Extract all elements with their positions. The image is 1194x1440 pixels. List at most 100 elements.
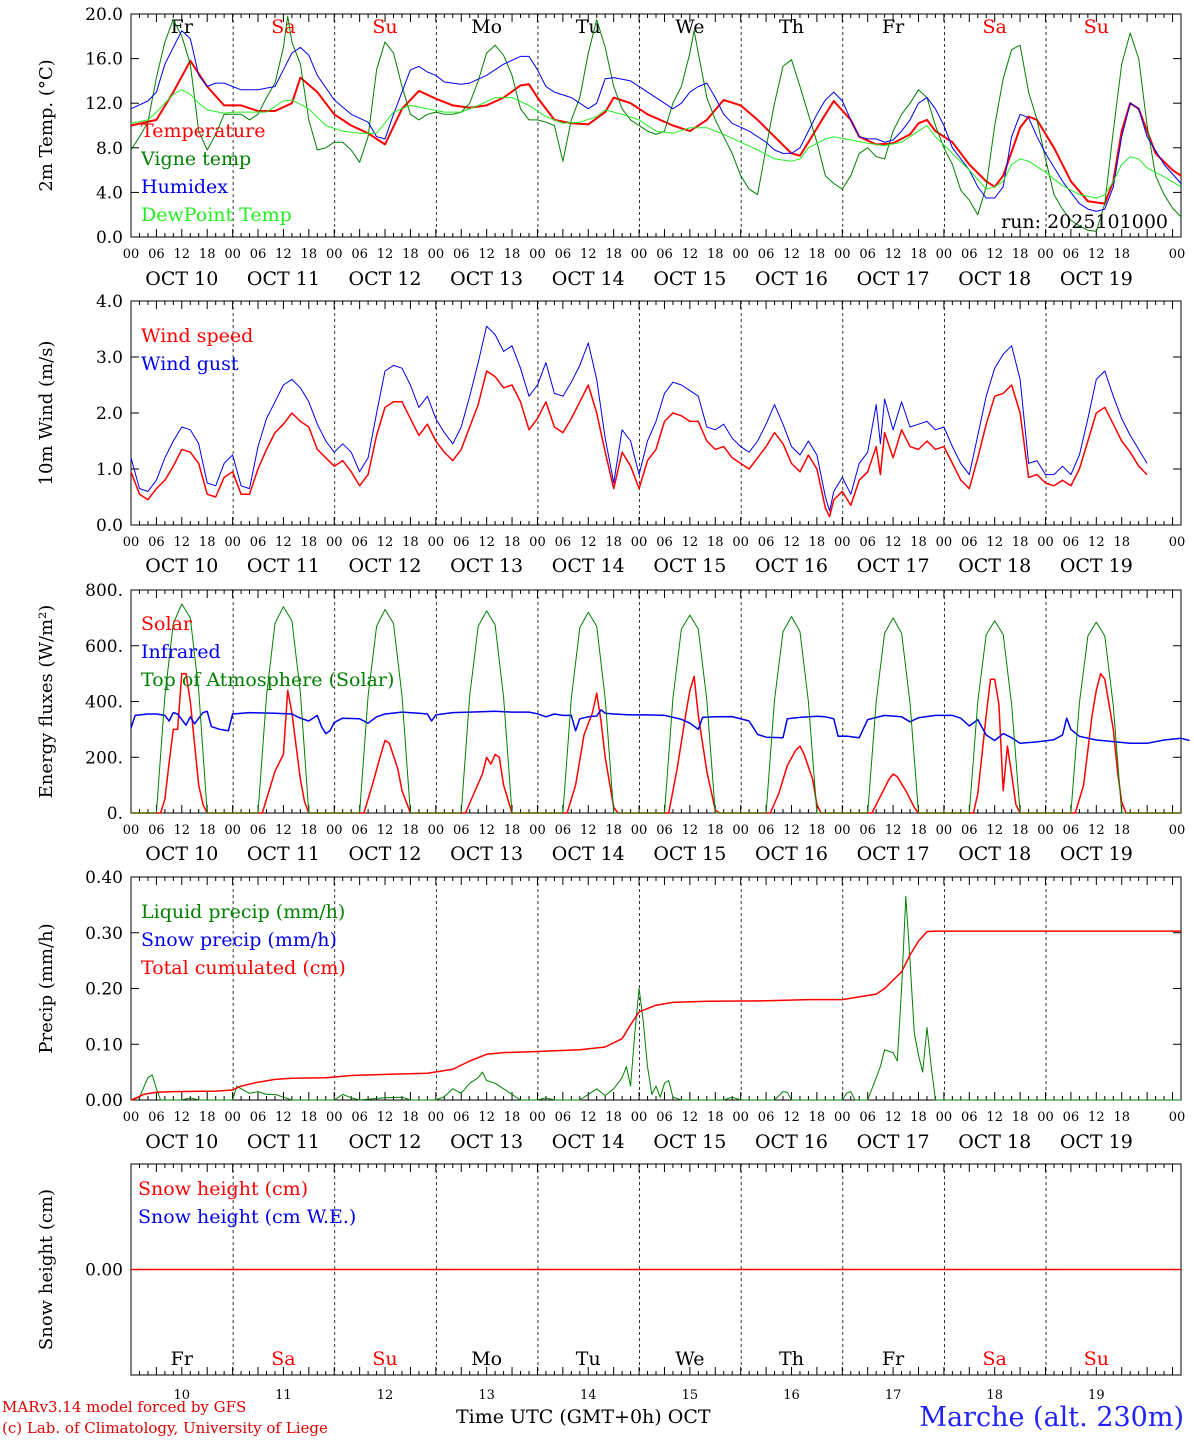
hour-label: 00: [834, 823, 851, 838]
day-number-label: 11: [275, 1388, 292, 1403]
hour-label: 06: [555, 1110, 572, 1125]
hour-label: 00: [326, 247, 343, 262]
hour-label: 06: [656, 823, 673, 838]
hour-label: 12: [682, 823, 699, 838]
hour-label: 06: [351, 247, 368, 262]
day-number-label: 18: [986, 1388, 1003, 1403]
date-label: OCT 10: [145, 555, 218, 577]
hour-label: 18: [402, 1110, 419, 1125]
hour-label: 18: [199, 535, 216, 550]
y-axis-label: Snow height (cm): [36, 1189, 57, 1350]
hour-label: 18: [707, 823, 724, 838]
hour-label: 00: [1169, 823, 1186, 838]
hour-label: 00: [936, 823, 953, 838]
date-label: OCT 14: [552, 843, 625, 865]
hour-label: 12: [1088, 823, 1105, 838]
date-label: OCT 10: [145, 1131, 218, 1153]
hour-label: 00: [631, 247, 648, 262]
hour-label: 00: [428, 1110, 445, 1125]
hour-label: 00: [123, 1110, 140, 1125]
hour-label: 06: [250, 247, 267, 262]
hour-label: 18: [910, 823, 927, 838]
hour-label: 00: [732, 535, 749, 550]
day-number-label: 14: [580, 1388, 597, 1403]
series-line-total-cumulated-cm: [130, 930, 1181, 1101]
day-number-label: 17: [885, 1388, 902, 1403]
legend-entry: Liquid precip (mm/h): [141, 901, 345, 923]
hour-label: 00: [936, 535, 953, 550]
series-line-humidex: [130, 30, 1182, 212]
series-line-vigne-temp: [130, 15, 1182, 232]
hour-label: 12: [1088, 247, 1105, 262]
hour-label: 12: [478, 1110, 495, 1125]
hour-label: 18: [707, 535, 724, 550]
hour-label: 18: [910, 535, 927, 550]
hour-label: 06: [656, 247, 673, 262]
hour-label: 18: [1113, 247, 1130, 262]
hour-label: 12: [986, 1110, 1003, 1125]
date-label: OCT 13: [450, 843, 523, 865]
hour-label: 06: [453, 247, 470, 262]
hour-label: 00: [224, 1110, 241, 1125]
lab-credit: (c) Lab. of Climatology, University of L…: [2, 1419, 328, 1437]
day-name-label: We: [675, 16, 704, 38]
hour-label: 00: [834, 247, 851, 262]
hour-label: 06: [250, 535, 267, 550]
date-label: OCT 10: [145, 843, 218, 865]
y-tick-label: 12.0: [85, 94, 123, 114]
month-label: OCT: [667, 1406, 711, 1428]
hour-label: 00: [529, 1110, 546, 1125]
x-axis-title: Time UTC (GMT+0h) OCT: [456, 1406, 711, 1428]
series-line-liquid-precip-mm-h: [130, 896, 1181, 1101]
hour-label: 00: [123, 535, 140, 550]
hour-label: 06: [555, 823, 572, 838]
date-label: OCT 16: [755, 268, 828, 290]
day-name-label: Tu: [576, 1348, 601, 1370]
hour-label: 18: [910, 247, 927, 262]
legend-entry: Snow height (cm W.E.): [138, 1206, 356, 1228]
hour-label: 00: [1169, 247, 1186, 262]
hour-label: 06: [250, 1110, 267, 1125]
hour-label: 18: [707, 247, 724, 262]
hour-label: 18: [809, 247, 826, 262]
day-name-label: Tu: [576, 16, 601, 38]
date-label: OCT 18: [958, 268, 1031, 290]
hour-label: 12: [580, 1110, 597, 1125]
day-name-label: Fr: [171, 1348, 194, 1370]
y-tick-label: 0.0: [96, 516, 123, 536]
series-line-temperature: [130, 59, 1182, 205]
hour-label: 18: [402, 535, 419, 550]
hour-label: 18: [1012, 1110, 1029, 1125]
date-label: OCT 12: [349, 268, 422, 290]
hour-label: 18: [605, 1110, 622, 1125]
hour-label: 00: [631, 823, 648, 838]
legend-entry: Wind gust: [141, 353, 239, 375]
hour-label: 12: [377, 247, 394, 262]
hour-label: 12: [986, 535, 1003, 550]
hour-label: 18: [301, 1110, 318, 1125]
hour-label: 06: [148, 823, 165, 838]
hour-label: 12: [783, 247, 800, 262]
panel-energy: 0. 200. 400. 600. 800. Energy fluxes (W/m²) 00…: [36, 581, 1190, 865]
date-label: OCT 19: [1060, 268, 1133, 290]
time-axis-title: Time UTC (GMT+0h): [456, 1406, 662, 1428]
y-tick-label: 0.00: [85, 1091, 123, 1111]
date-label: OCT 12: [349, 843, 422, 865]
hour-label: 12: [174, 535, 191, 550]
hour-label: 06: [453, 535, 470, 550]
legend-entry: Top of Atmosphere (Solar): [141, 669, 394, 691]
hour-label: 00: [1037, 247, 1054, 262]
hour-label: 12: [682, 247, 699, 262]
series-line-top-of-atmosphere-solar: [131, 603, 1181, 814]
hour-label: 00: [834, 1110, 851, 1125]
hour-label: 12: [783, 823, 800, 838]
y-tick-label: 0.30: [85, 924, 123, 944]
hour-label: 00: [428, 535, 445, 550]
hour-label: 06: [351, 1110, 368, 1125]
hour-label: 12: [580, 535, 597, 550]
hour-label: 12: [275, 535, 292, 550]
date-label: OCT 14: [552, 1131, 625, 1153]
hour-label: 18: [402, 823, 419, 838]
day-name-label: We: [675, 1348, 704, 1370]
